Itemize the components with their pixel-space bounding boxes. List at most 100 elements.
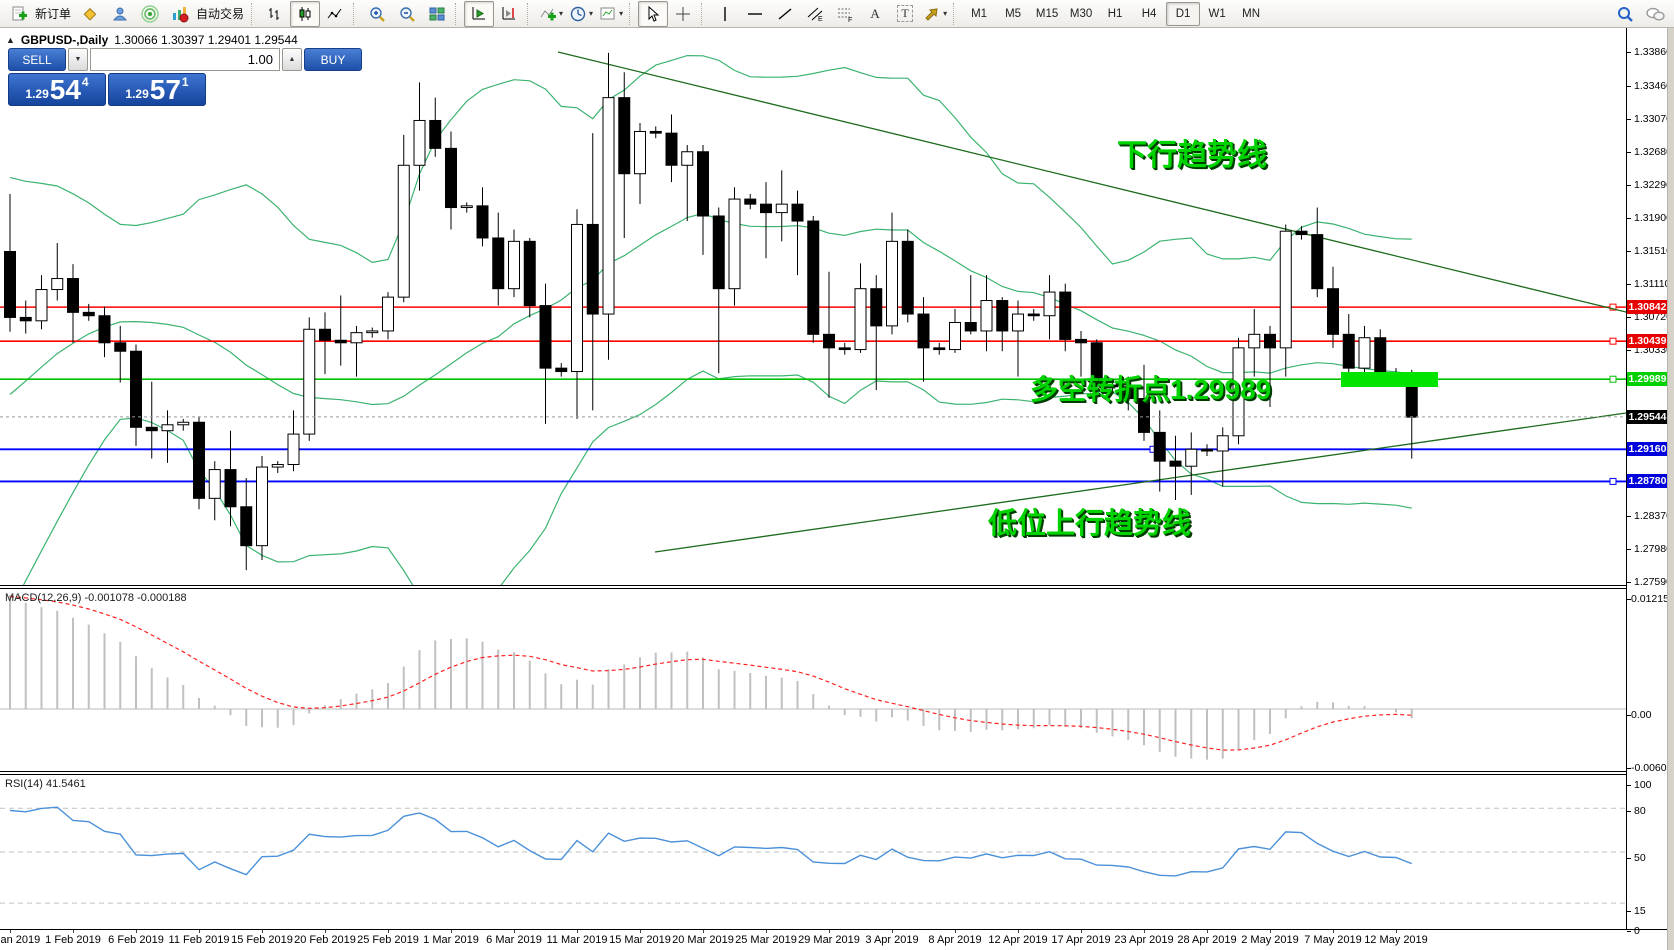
candle-body [82,311,95,317]
profile-icon[interactable] [105,1,135,27]
autotrade-label[interactable]: 自动交易 [196,7,245,21]
volume-decrease-button[interactable]: ▼ [68,48,88,71]
date-label: 8 Apr 2019 [928,934,982,946]
cursor-tool-button[interactable] [638,0,669,27]
horizontal-line-tool-button[interactable] [740,1,770,27]
autotrade-icon[interactable] [165,1,195,27]
separator [701,2,707,25]
candle-body [429,119,442,149]
rsi-line [9,806,1413,877]
channel-tool-button[interactable]: E [800,1,830,27]
collapse-icon[interactable]: ▲ [6,35,15,45]
macd-tick-mark [1627,768,1631,769]
zoom-in-button[interactable] [362,1,392,27]
rsi-axis-label: 0 [1634,925,1640,937]
candle-body [4,250,16,318]
volume-increase-button[interactable]: ▲ [282,48,302,71]
vertical-line-tool-button[interactable] [710,1,740,27]
trendline[interactable] [654,412,1627,553]
arrows-tool-button[interactable]: ▾ [920,1,950,27]
line-anchor-marker[interactable] [1609,303,1617,311]
timeframe-m1[interactable]: M1 [971,7,988,20]
chart-shift-button[interactable] [494,1,524,27]
uptrend-annotation: 低位上行趋势线 [988,508,1192,540]
line-anchor-marker[interactable] [1609,375,1617,383]
timeframe-group: M1 M5 M15 M30 H1 H4 D1 W1 MN [962,1,1268,26]
autoscroll-button[interactable] [464,0,495,27]
candle-body [854,288,867,351]
line-anchor-marker[interactable] [1609,337,1617,345]
timeframe-w1[interactable]: W1 [1208,7,1226,20]
signals-icon[interactable] [135,1,165,27]
new-order-button[interactable] [4,1,34,27]
candlestick-chart[interactable] [0,28,1627,612]
templates-button[interactable]: ▾ [596,1,626,27]
indicators-button[interactable]: ▾ [536,1,566,27]
trendline[interactable] [557,51,1627,313]
candle-body [413,119,426,166]
separator [251,2,257,25]
candle-body [539,305,552,369]
separator [527,2,533,25]
candle-body [1295,230,1308,236]
rsi-panel[interactable]: RSI(14) 41.5461 [0,775,1626,929]
chat-icon[interactable] [1640,1,1670,27]
candle-body [1248,333,1261,349]
timeframe-m15[interactable]: M15 [1035,7,1059,20]
macd-signal-line [9,596,1412,751]
date-label: 28 Jan 2019 [0,934,41,946]
candle-body [602,97,615,315]
candle-body [240,506,253,547]
candle-body [791,203,804,222]
date-axis[interactable]: 28 Jan 2019 1 Feb 2019 6 Feb 2019 11 Feb 20… [0,930,1626,950]
line-chart-type-button[interactable] [320,1,350,27]
price-axis[interactable]: 1.33860 1.33460 1.33070 1.32680 1.32290 1.319… [1627,28,1674,937]
text-tool-button[interactable]: A [860,1,890,27]
candle-body [649,130,662,134]
new-order-label[interactable]: 新订单 [35,7,72,21]
text-label-tool-button[interactable]: T [890,1,920,27]
fibo-glyph: F [848,17,852,23]
pivot-zone-box[interactable] [1341,372,1438,387]
candle-body [665,132,678,166]
candle-body [508,240,520,290]
sell-price-small: 1.29 [25,87,49,101]
mql-diamond-icon[interactable] [75,1,105,27]
buy-price-button[interactable]: 1.29 57 1 [108,73,206,106]
main-chart-panel[interactable]: ▲ GBPUSD-,Daily 1.30066 1.30397 1.29401 … [0,28,1627,612]
divider[interactable] [0,771,1674,772]
candle-body [555,367,568,373]
timeframe-h1[interactable]: H1 [1107,7,1123,20]
crosshair-tool-button[interactable] [668,1,698,27]
trendline-tool-button[interactable] [770,1,800,27]
candle-body [287,433,300,466]
candlestick-chart-type-button[interactable] [290,0,321,27]
line-anchor-marker[interactable] [1609,477,1617,485]
candle-body [1342,333,1355,369]
timeframe-m30[interactable]: M30 [1069,7,1093,20]
price-badge: 1.29989 [1627,372,1668,387]
macd-panel[interactable]: MACD(12,26,9) -0.001078 -0.000188 [0,589,1626,771]
timeframe-m5[interactable]: M5 [1005,7,1022,20]
fibonacci-tool-button[interactable]: F [830,1,860,27]
candle-body [1122,386,1135,400]
volume-input[interactable] [90,48,280,71]
candle-body [1106,384,1119,388]
timeframe-h4[interactable]: H4 [1141,7,1157,20]
timeframe-mn[interactable]: MN [1242,7,1261,20]
buy-button[interactable]: BUY [304,48,362,71]
sell-button[interactable]: SELL [8,48,66,71]
candle-body [271,464,284,468]
price-tick-mark [1627,184,1631,186]
price-tick-mark [1627,549,1631,551]
bar-chart-type-button[interactable] [260,1,290,27]
periods-button[interactable]: ▾ [566,1,596,27]
tile-windows-button[interactable] [422,1,452,27]
sell-price-button[interactable]: 1.29 54 4 [8,73,106,106]
search-icon[interactable] [1610,1,1640,27]
divider[interactable] [0,585,1674,586]
zoom-out-button[interactable] [392,1,422,27]
downtrend-annotation: 下行趋势线 [1117,139,1267,172]
timeframe-d1[interactable]: D1 [1166,1,1201,26]
